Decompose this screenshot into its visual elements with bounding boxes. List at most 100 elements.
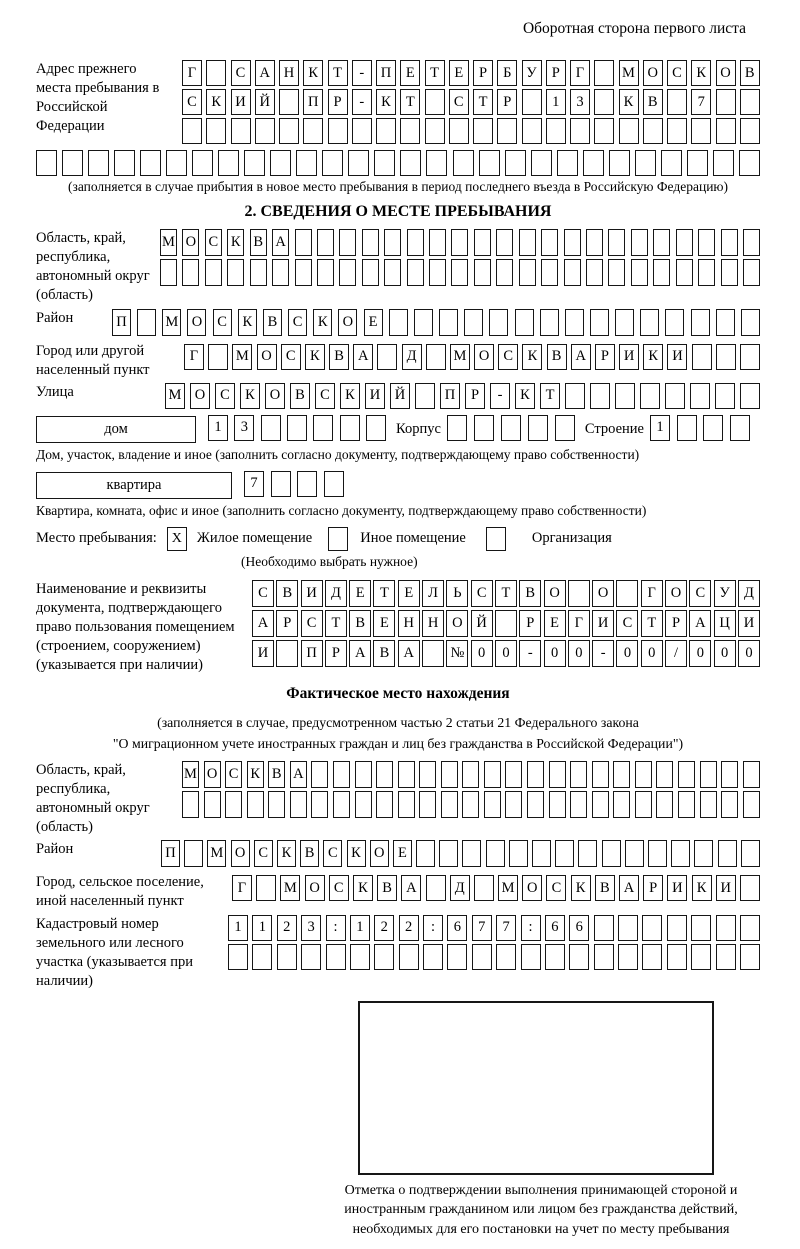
char-box[interactable] [446,414,467,441]
char-box[interactable] [667,89,687,115]
char-box[interactable]: - [592,639,615,667]
house-type-box[interactable]: дом [36,415,196,443]
char-box[interactable] [137,308,157,336]
char-box[interactable]: 1 [349,914,370,941]
char-box[interactable] [703,414,724,441]
char-box[interactable]: С [667,60,687,86]
char-box[interactable]: К [643,343,664,370]
char-box[interactable] [694,840,714,868]
char-box[interactable]: Е [543,609,566,637]
char-box[interactable] [473,259,491,286]
char-box[interactable]: Т [473,89,493,115]
char-box[interactable] [590,382,610,409]
char-box[interactable]: 2 [276,914,297,941]
char-box[interactable] [206,60,227,86]
char-box[interactable] [677,790,695,818]
char-box[interactable]: 0 [470,639,493,667]
char-box[interactable]: И [667,875,688,902]
char-box[interactable] [582,150,604,176]
char-box[interactable] [311,790,329,818]
char-box[interactable]: В [642,89,663,115]
char-box[interactable]: А [401,875,422,902]
char-box[interactable] [429,229,447,256]
apartment-type-box[interactable]: квартира [36,471,232,499]
char-box[interactable] [715,914,736,941]
char-box[interactable] [690,382,710,409]
char-box[interactable]: П [303,89,324,115]
char-box[interactable] [530,150,552,176]
char-box[interactable]: В [329,343,350,370]
char-box[interactable]: 3 [570,89,590,115]
char-box[interactable]: 0 [494,639,517,667]
char-box[interactable] [686,150,708,176]
char-box[interactable]: 7 [691,89,712,115]
char-box[interactable] [473,414,494,441]
char-box[interactable] [203,790,221,818]
char-box[interactable] [425,875,446,902]
char-box[interactable]: В [262,308,282,336]
char-box[interactable]: 7 [244,470,264,497]
char-box[interactable]: Д [401,343,422,370]
char-box[interactable] [279,89,299,115]
char-box[interactable]: В [739,60,760,86]
char-box[interactable]: Й [470,609,493,637]
char-box[interactable]: 0 [543,639,566,667]
char-box[interactable] [548,790,566,818]
char-box[interactable]: И [252,639,274,667]
char-box[interactable]: К [570,875,591,902]
char-box[interactable] [720,259,738,286]
char-box[interactable]: А [254,60,275,86]
char-box[interactable] [230,118,251,144]
char-box[interactable]: И [230,89,251,115]
char-box[interactable] [36,150,57,176]
char-box[interactable] [720,229,738,256]
char-box[interactable]: И [715,875,736,902]
char-box[interactable]: М [182,760,199,788]
char-box[interactable] [715,343,736,370]
char-box[interactable] [485,840,505,868]
char-box[interactable] [671,840,691,868]
char-box[interactable]: Л [422,579,445,607]
char-box[interactable] [618,118,639,144]
char-box[interactable] [691,914,712,941]
char-box[interactable] [739,89,760,115]
char-box[interactable] [496,259,514,286]
char-box[interactable]: О [474,343,495,370]
char-box[interactable] [715,118,736,144]
char-box[interactable]: К [313,308,333,336]
char-box[interactable]: В [249,229,267,256]
char-box[interactable]: Е [349,579,372,607]
char-box[interactable] [166,150,188,176]
char-box[interactable] [496,229,514,256]
char-box[interactable] [339,259,357,286]
char-box[interactable]: : [423,914,443,941]
char-box[interactable] [246,790,264,818]
char-box[interactable]: С [204,229,222,256]
char-box[interactable]: 0 [567,639,590,667]
char-box[interactable]: О [338,308,358,336]
char-box[interactable]: К [303,60,324,86]
char-box[interactable]: Р [643,875,664,902]
char-box[interactable]: 1 [208,414,228,441]
char-box[interactable]: А [349,639,372,667]
char-box[interactable] [594,60,615,86]
char-box[interactable] [563,259,581,286]
char-box[interactable] [518,229,536,256]
char-box[interactable] [717,840,737,868]
char-box[interactable] [206,118,227,144]
checkbox-other-premises[interactable] [328,526,349,551]
char-box[interactable]: С [230,60,251,86]
char-box[interactable] [301,943,322,970]
char-box[interactable] [699,760,717,788]
char-box[interactable] [88,150,110,176]
char-box[interactable]: У [713,579,736,607]
char-box[interactable] [564,308,584,336]
char-box[interactable]: К [691,875,712,902]
char-box[interactable]: О [265,382,285,409]
char-box[interactable]: А [570,343,591,370]
char-box[interactable] [483,760,501,788]
char-box[interactable]: 6 [447,914,468,941]
char-box[interactable] [376,790,394,818]
char-box[interactable] [140,150,162,176]
char-box[interactable] [656,760,674,788]
